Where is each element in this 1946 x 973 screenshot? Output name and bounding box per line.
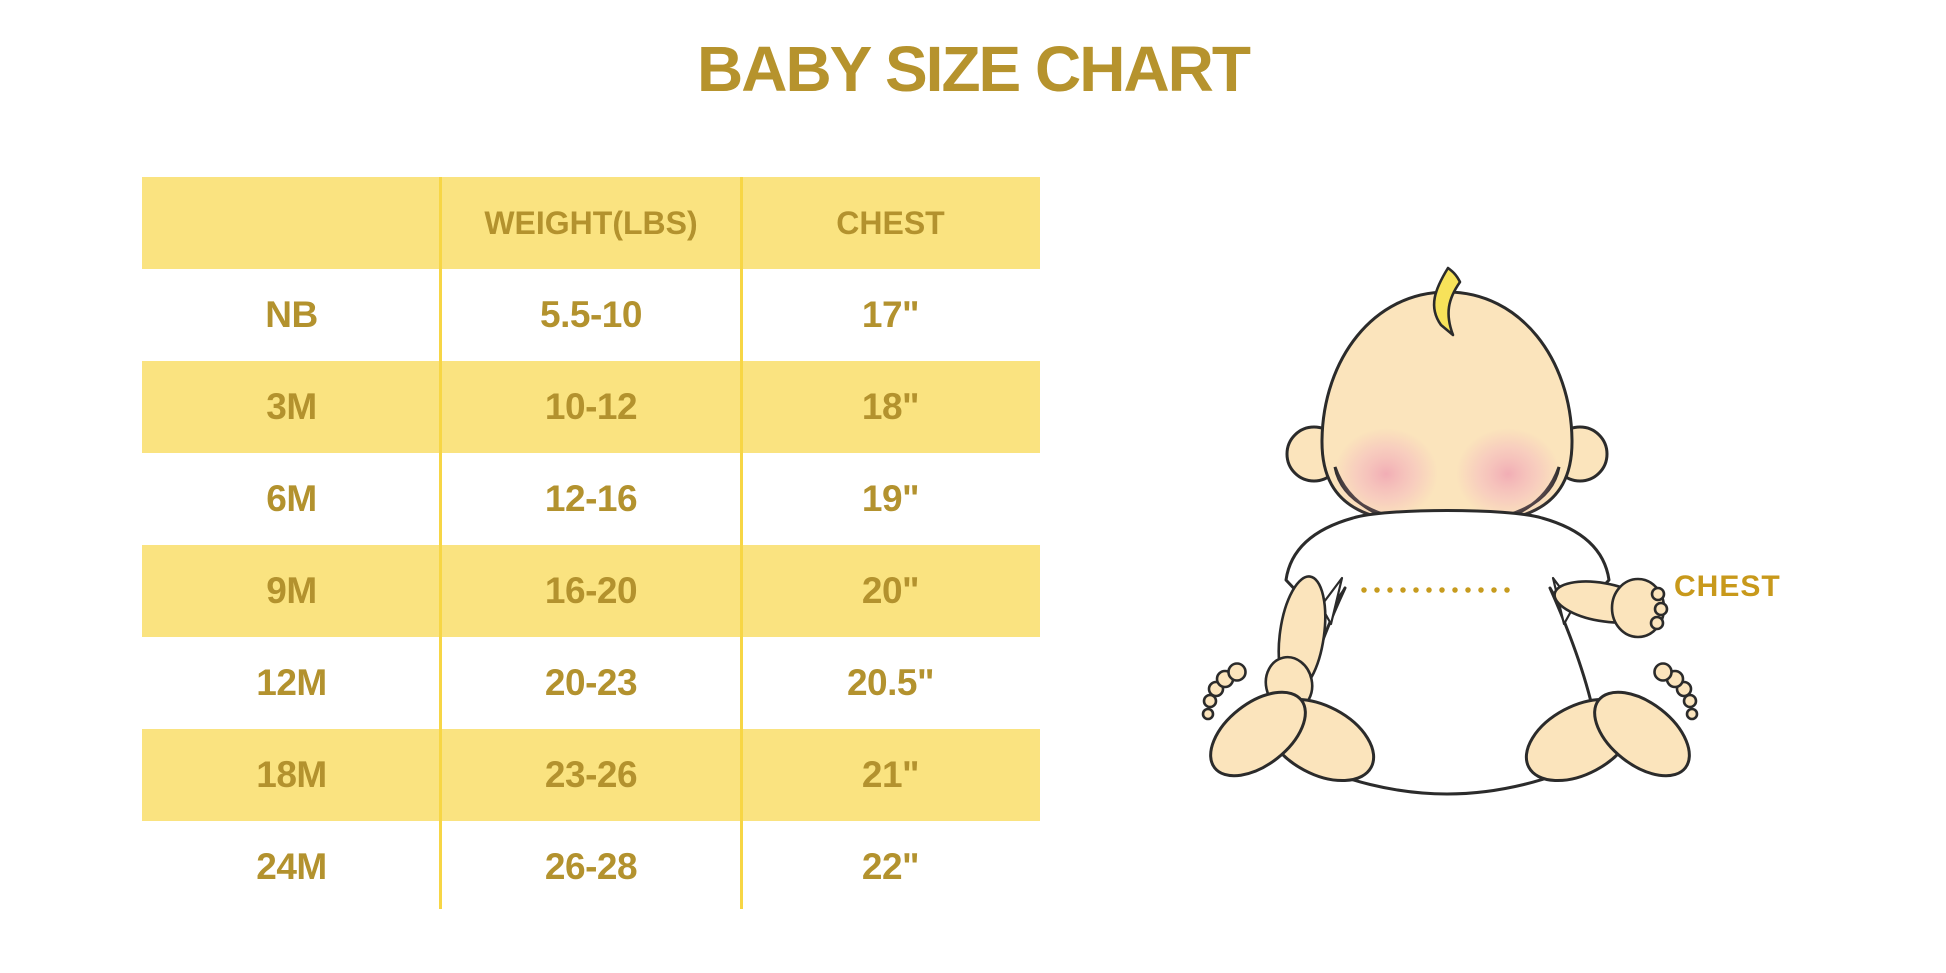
chest-cell: 20.5" xyxy=(846,662,935,703)
size-cell: 9M xyxy=(266,570,317,611)
chest-cell: 20" xyxy=(861,570,920,611)
weight-cell: 16-20 xyxy=(544,570,638,611)
weight-cell: 10-12 xyxy=(544,386,638,427)
table-row-18m: 18M 23-26 21" xyxy=(142,729,1040,821)
right-toe xyxy=(1685,707,1699,721)
fist-finger xyxy=(1653,601,1669,617)
baby-drawing xyxy=(1201,266,1699,796)
header-size xyxy=(142,177,441,269)
header-chest: CHEST xyxy=(836,204,945,241)
baby-onesie xyxy=(1284,509,1611,796)
column-divider-line xyxy=(439,177,442,909)
chest-cell: 22" xyxy=(861,846,920,887)
size-cell: 24M xyxy=(256,846,327,887)
baby-size-table: WEIGHT(LBS) CHEST NB 5.5-10 17" 3M 10-12… xyxy=(142,177,1040,913)
weight-cell: 26-28 xyxy=(544,846,638,887)
size-cell: 18M xyxy=(256,754,327,795)
chest-cell: 21" xyxy=(861,754,920,795)
fist-finger xyxy=(1649,615,1665,631)
table-row-nb: NB 5.5-10 17" xyxy=(142,269,1040,361)
column-divider-line xyxy=(740,177,743,909)
table-row-12m: 12M 20-23 20.5" xyxy=(142,637,1040,729)
size-cell: 6M xyxy=(266,478,317,519)
size-cell: 12M xyxy=(256,662,327,703)
chest-cell: 19" xyxy=(861,478,920,519)
baby-illustration xyxy=(1190,262,1710,802)
baby-right-foot xyxy=(1593,690,1691,778)
weight-cell: 5.5-10 xyxy=(540,294,642,335)
baby-hair-curl-icon xyxy=(1432,266,1462,337)
blush-left xyxy=(1334,428,1438,520)
left-toe xyxy=(1227,662,1247,682)
weight-cell: 12-16 xyxy=(544,478,638,519)
fist-finger xyxy=(1650,586,1666,602)
weight-cell: 20-23 xyxy=(544,662,638,703)
table-row-3m: 3M 10-12 18" xyxy=(142,361,1040,453)
size-cell: NB xyxy=(265,294,318,335)
left-toe xyxy=(1202,693,1218,709)
baby-left-foot xyxy=(1209,690,1307,778)
size-cell: 3M xyxy=(266,386,317,427)
chest-cell: 17" xyxy=(861,294,920,335)
header-weight: WEIGHT(LBS) xyxy=(484,204,698,241)
table-header-row: WEIGHT(LBS) CHEST xyxy=(142,177,1040,269)
table-row-9m: 9M 16-20 20" xyxy=(142,545,1040,637)
page-title: BABY SIZE CHART xyxy=(697,33,1251,105)
blush-right xyxy=(1456,428,1560,520)
table-row-24m: 24M 26-28 22" xyxy=(142,821,1040,913)
right-toe xyxy=(1653,662,1673,682)
left-toe xyxy=(1201,707,1215,721)
right-toe xyxy=(1682,693,1698,709)
chest-measurement-label: CHEST xyxy=(1674,570,1781,603)
table-row-6m: 6M 12-16 19" xyxy=(142,453,1040,545)
chest-cell: 18" xyxy=(861,386,920,427)
weight-cell: 23-26 xyxy=(544,754,638,795)
